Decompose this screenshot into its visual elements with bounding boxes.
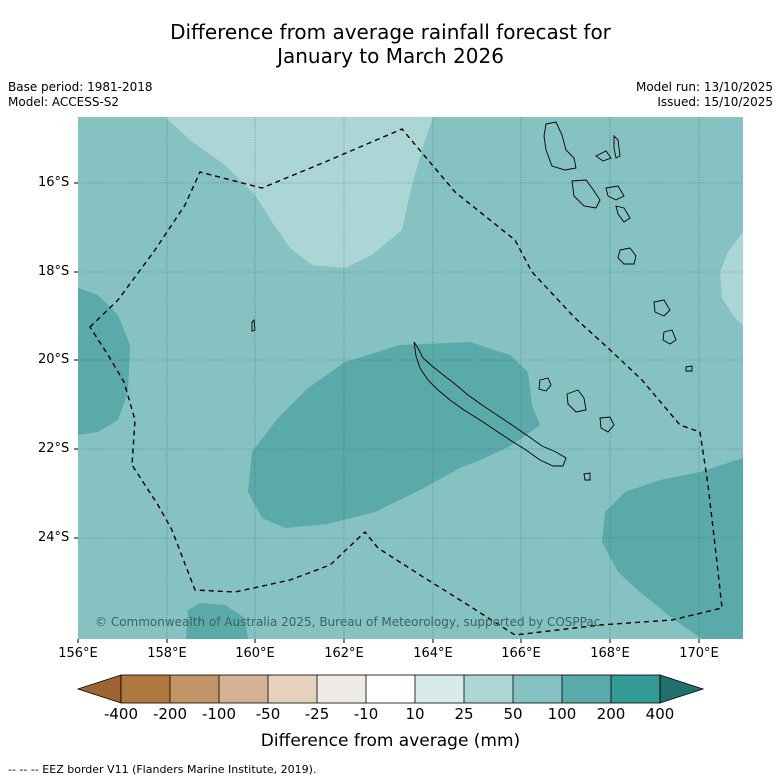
model-run-text: Model run: 13/10/2025 (635, 80, 773, 94)
latitude-label: 22°S (38, 441, 70, 456)
colorbar-tick-label: 10 (405, 705, 425, 723)
vanuatu-espiritu-santo (543, 121, 577, 171)
chart-title: Difference from average rainfall forecas… (0, 20, 781, 68)
colorbar-swatch (219, 675, 268, 703)
colorbar-tick-label: -10 (353, 705, 379, 723)
colorbar-tick-label: -400 (103, 705, 139, 723)
vanuatu-efate (617, 247, 637, 265)
eez-footnote: -- -- -- EEZ border V11 (Flanders Marine… (8, 763, 317, 776)
latitude-label: 20°S (38, 352, 70, 367)
colorbar-extend-low (76, 674, 122, 704)
model-text: Model: ACCESS-S2 (8, 95, 120, 109)
vanuatu-maewo (595, 150, 612, 162)
vanuatu-malekula (571, 179, 601, 209)
latitude-label: 24°S (38, 530, 70, 545)
longitude-label: 164°E (413, 646, 453, 661)
anomaly-100-200-region-southeast (602, 458, 743, 639)
colorbar-tick-label: -100 (201, 705, 237, 723)
longitude-label: 162°E (324, 646, 364, 661)
axis-ticks (74, 182, 700, 643)
title-line-1: Difference from average rainfall forecas… (170, 20, 611, 44)
colorbar-tick-label: -200 (152, 705, 188, 723)
loyalty-island-lifou (566, 389, 587, 413)
vanuatu-pentecost (613, 134, 621, 159)
vanuatu-tanna (662, 329, 677, 345)
base-period-text: Base period: 1981-2018 (8, 80, 153, 94)
map-area (78, 117, 743, 639)
colorbar-swatch (170, 675, 219, 703)
colorbar-tick-label: 100 (547, 705, 577, 723)
metadata-right: Model run: 13/10/2025 Issued: 15/10/2025 (636, 80, 773, 110)
longitude-label: 168°E (590, 646, 630, 661)
colorbar-swatch (121, 675, 170, 703)
longitude-label: 170°E (679, 646, 719, 661)
new-caledonia-coastline (413, 341, 567, 467)
longitude-label: 160°E (235, 646, 275, 661)
colorbar-tick-label: 25 (454, 705, 474, 723)
longitude-label: 166°E (501, 646, 541, 661)
colorbar-tick-label: 50 (503, 705, 523, 723)
longitude-label: 156°E (58, 646, 98, 661)
vanuatu-ambrym (605, 185, 625, 201)
colorbar-tick-label: 200 (596, 705, 626, 723)
anomaly-100-200-region-central (248, 342, 540, 528)
issued-text: Issued: 15/10/2025 (657, 95, 773, 109)
anomaly-100-200-region-west (78, 288, 130, 435)
colorbar-swatch (317, 675, 366, 703)
isle-of-pines (583, 472, 591, 481)
vanuatu-erromango (653, 299, 671, 317)
colorbar-tick-label: -50 (255, 705, 281, 723)
vanuatu-epi (615, 205, 631, 223)
colorbar-tick-label: -25 (304, 705, 330, 723)
copyright-watermark: © Commonwealth of Australia 2025, Bureau… (95, 615, 600, 629)
colorbar-swatch (562, 675, 611, 703)
latitude-label: 16°S (38, 175, 70, 190)
title-line-2: January to March 2026 (277, 44, 504, 68)
colorbar (76, 674, 705, 704)
colorbar-swatch (464, 675, 513, 703)
loyalty-island-mare (599, 416, 615, 433)
rennell-island (251, 319, 256, 332)
vanuatu-aneityum (685, 365, 693, 372)
colorbar-swatch (366, 675, 415, 703)
longitude-label: 158°E (147, 646, 187, 661)
eez-border (89, 128, 723, 636)
anomaly-100-200-region-south (186, 603, 248, 639)
colorbar-tick-label: 400 (645, 705, 675, 723)
latitude-label: 18°S (38, 264, 70, 279)
loyalty-island-ouvea (538, 377, 552, 392)
metadata-left: Base period: 1981-2018 Model: ACCESS-S2 (8, 80, 153, 110)
colorbar-title: Difference from average (mm) (260, 731, 521, 751)
colorbar-swatch (513, 675, 562, 703)
colorbar-swatch (268, 675, 317, 703)
anomaly-25-50-region-north (165, 117, 433, 268)
colorbar-swatch (415, 675, 464, 703)
colorbar-swatch (611, 675, 660, 703)
anomaly-25-50-region-east (720, 232, 743, 325)
colorbar-extend-high (659, 674, 705, 704)
